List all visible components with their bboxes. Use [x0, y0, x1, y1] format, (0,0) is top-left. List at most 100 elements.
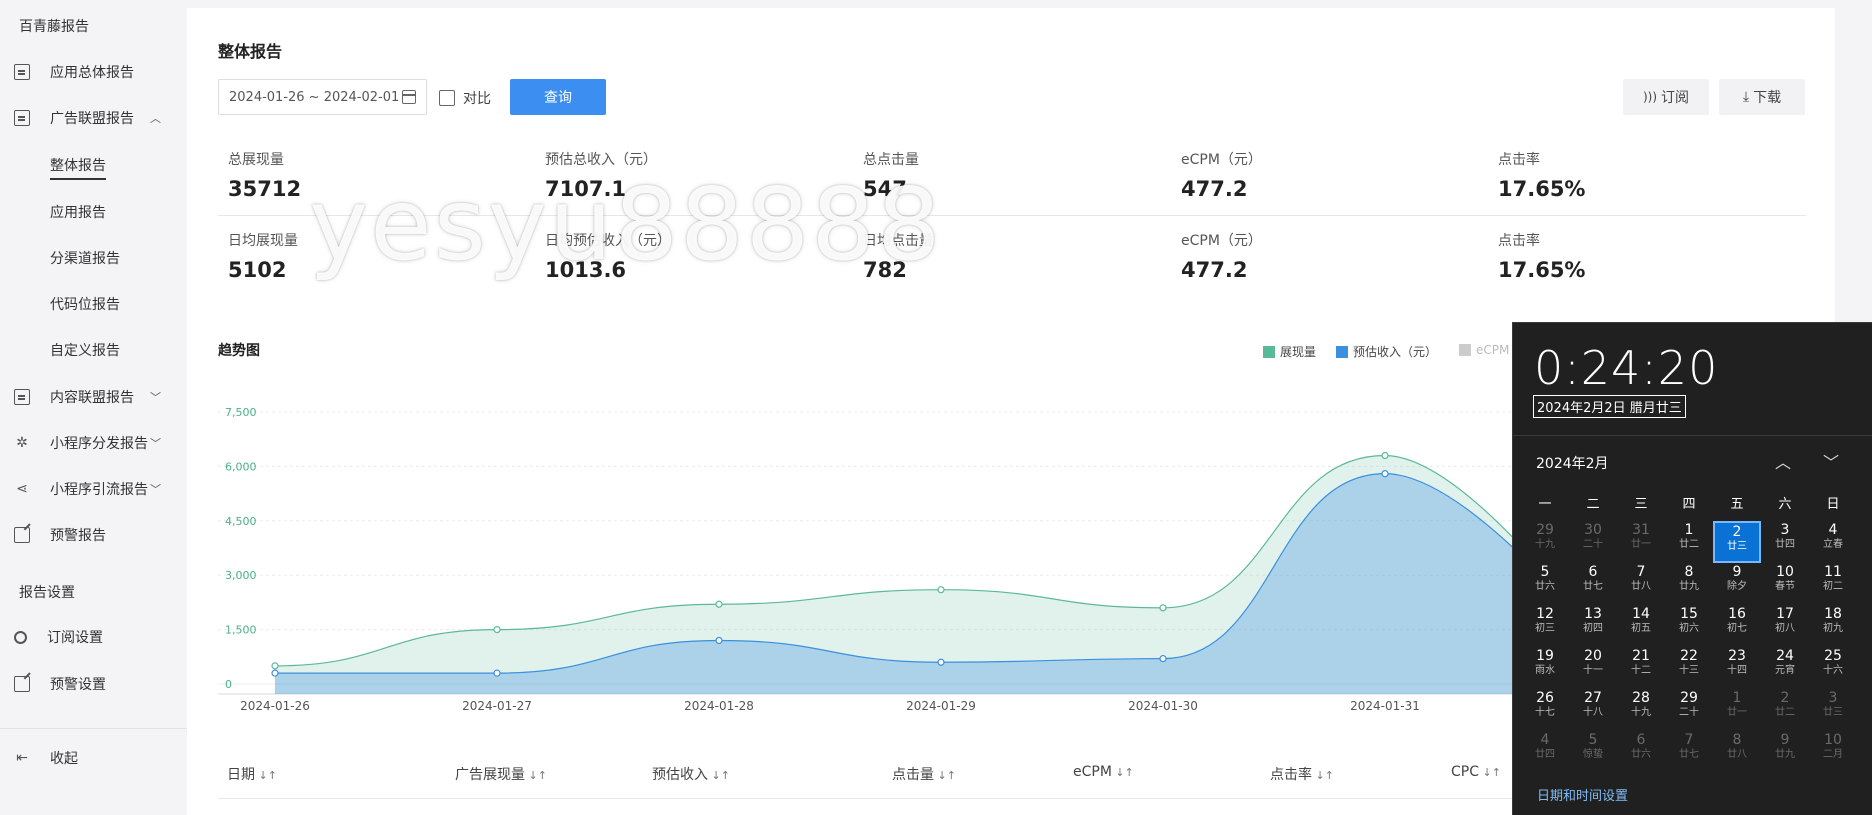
compare-checkbox[interactable]: 对比 [439, 88, 491, 108]
calendar-day[interactable]: 7 廿七 [1665, 731, 1713, 773]
metric-ecpm: eCPM（元） 477.2 [1181, 149, 1262, 201]
sidebar-item-alert-settings[interactable]: 预警设置 [0, 670, 187, 698]
collapse-button[interactable]: ⇤ 收起 [0, 744, 187, 772]
calendar-day[interactable]: 24 元宵 [1761, 647, 1809, 689]
sidebar-subitem-custom[interactable]: 自定义报告 [50, 343, 120, 359]
chevron-up-icon[interactable]: ︿ [1775, 453, 1792, 472]
data-point [715, 636, 723, 645]
sidebar-item-subscribe-settings[interactable]: 订阅设置 [0, 623, 187, 651]
calendar-day[interactable]: 12 初三 [1521, 605, 1569, 647]
column-header-ctr[interactable]: 点击率 ↓↑ [1270, 764, 1334, 784]
subscribe-button[interactable]: ))) 订阅 [1623, 79, 1709, 115]
sidebar-item-ad-union[interactable]: 广告联盟报告 ︿ [0, 104, 187, 132]
calendar-day[interactable]: 29 十九 [1521, 521, 1569, 563]
edit-icon [14, 527, 30, 543]
column-header-cpc[interactable]: CPC ↓↑ [1451, 764, 1501, 780]
calendar-day-lunar: 初五 [1631, 623, 1651, 634]
calendar-day[interactable]: 9 廿九 [1761, 731, 1809, 773]
calendar-day[interactable]: 28 十九 [1617, 689, 1665, 731]
metric-value: 547 [863, 177, 907, 201]
chevron-down-icon[interactable]: ﹀ [1823, 453, 1840, 472]
sidebar-subitem-adslot[interactable]: 代码位报告 [50, 297, 120, 313]
sidebar-item-miniprogram-traffic[interactable]: ⋖ 小程序引流报告 ﹀ [0, 475, 187, 503]
sort-icon[interactable]: ↓↑ [525, 769, 547, 782]
calendar-day[interactable]: 1 廿二 [1665, 521, 1713, 563]
calendar-day[interactable]: 25 十六 [1809, 647, 1857, 689]
sidebar-item-miniprogram-distribution[interactable]: ✲ 小程序分发报告 ﹀ [0, 429, 187, 457]
sidebar-item-app-overall[interactable]: 应用总体报告 [0, 58, 187, 86]
download-button[interactable]: ⤓ 下载 [1719, 79, 1805, 115]
calendar-day-lunar: 十六 [1823, 665, 1843, 676]
date-range-picker[interactable]: 2024-01-26 ~ 2024-02-01 [218, 79, 427, 115]
sort-icon[interactable]: ↓↑ [934, 769, 956, 782]
calendar-icon [402, 90, 416, 104]
calendar-day[interactable]: 8 廿八 [1713, 731, 1761, 773]
calendar-day[interactable]: 19 雨水 [1521, 647, 1569, 689]
calendar-day-number: 7 [1684, 732, 1694, 748]
calendar-day[interactable]: 6 廿六 [1617, 731, 1665, 773]
calendar-day[interactable]: 4 立春 [1809, 521, 1857, 563]
calendar-day[interactable]: 10 二月 [1809, 731, 1857, 773]
date-time-settings-link[interactable]: 日期和时间设置 [1537, 789, 1629, 804]
calendar-day[interactable]: 17 初八 [1761, 605, 1809, 647]
metric-label: 总展现量 [228, 152, 284, 168]
calendar-day[interactable]: 13 初四 [1569, 605, 1617, 647]
sort-icon[interactable]: ↓↑ [708, 769, 730, 782]
calendar-month[interactable]: 2024年2月 [1536, 456, 1609, 472]
calendar-day[interactable]: 5 廿六 [1521, 563, 1569, 605]
calendar-day[interactable]: 29 二十 [1665, 689, 1713, 731]
calendar-day[interactable]: 14 初五 [1617, 605, 1665, 647]
sidebar-subitem-channel[interactable]: 分渠道报告 [50, 251, 120, 267]
sort-icon[interactable]: ↓↑ [1111, 766, 1134, 779]
calendar-day[interactable]: 3 廿三 [1809, 689, 1857, 731]
column-header-clicks[interactable]: 点击量 ↓↑ [892, 764, 956, 784]
calendar-day[interactable]: 4 廿四 [1521, 731, 1569, 773]
query-button[interactable]: 查询 [510, 79, 606, 115]
calendar-day[interactable]: 11 初二 [1809, 563, 1857, 605]
calendar-day[interactable]: 16 初七 [1713, 605, 1761, 647]
column-header-date[interactable]: 日期 ↓↑ [227, 764, 277, 784]
calendar-day[interactable]: 9 除夕 [1713, 563, 1761, 605]
calendar-day[interactable]: 22 十三 [1665, 647, 1713, 689]
sort-icon[interactable]: ↓↑ [1479, 766, 1501, 779]
calendar-day[interactable]: 8 廿九 [1665, 563, 1713, 605]
x-tick-label: 2024-01-31 [1350, 699, 1420, 713]
calendar-day[interactable]: 27 十八 [1569, 689, 1617, 731]
data-point [271, 669, 279, 677]
sort-icon[interactable]: ↓↑ [255, 769, 277, 782]
calendar-day[interactable]: 23 十四 [1713, 647, 1761, 689]
calendar-day[interactable]: 30 二十 [1569, 521, 1617, 563]
sort-icon[interactable]: ↓↑ [1312, 769, 1334, 782]
sidebar-item-content-union[interactable]: 内容联盟报告 ﹀ [0, 383, 187, 411]
legend-item-revenue[interactable]: 预估收入（元） [1336, 343, 1437, 360]
calendar-day-today[interactable]: 2 廿三 [1713, 521, 1761, 563]
calendar-day[interactable]: 20 十一 [1569, 647, 1617, 689]
calendar-day[interactable]: 7 廿八 [1617, 563, 1665, 605]
legend-item-ecpm[interactable]: eCPM [1459, 343, 1509, 357]
calendar-day[interactable]: 6 廿七 [1569, 563, 1617, 605]
legend-item-impressions[interactable]: 展现量 [1263, 343, 1316, 360]
column-header-ecpm[interactable]: eCPM ↓↑ [1073, 764, 1134, 780]
checkbox-icon[interactable] [439, 90, 455, 106]
calendar-day[interactable]: 2 廿二 [1761, 689, 1809, 731]
sidebar-item-alert-report[interactable]: 预警报告 [0, 521, 187, 549]
calendar-day[interactable]: 31 廿一 [1617, 521, 1665, 563]
calendar-day[interactable]: 10 春节 [1761, 563, 1809, 605]
clock-date[interactable]: 2024年2月2日 腊月廿三 [1533, 395, 1686, 418]
calendar-day[interactable]: 21 十二 [1617, 647, 1665, 689]
calendar-day[interactable]: 15 初六 [1665, 605, 1713, 647]
column-header-label: 日期 [227, 767, 255, 783]
calendar-day[interactable]: 3 廿四 [1761, 521, 1809, 563]
sidebar-subitem-overall[interactable]: 整体报告 [50, 155, 106, 180]
share-icon: ⋖ [16, 481, 28, 497]
calendar-day[interactable]: 5 惊蛰 [1569, 731, 1617, 773]
data-point [715, 600, 723, 608]
sidebar-subitem-app[interactable]: 应用报告 [50, 205, 106, 221]
weekday-label: 三 [1634, 497, 1648, 512]
calendar-day[interactable]: 26 十七 [1521, 689, 1569, 731]
calendar-day[interactable]: 1 廿一 [1713, 689, 1761, 731]
column-header-revenue[interactable]: 预估收入 ↓↑ [652, 764, 730, 784]
calendar-day[interactable]: 18 初九 [1809, 605, 1857, 647]
y-tick-label: 0 [225, 678, 232, 691]
column-header-impressions[interactable]: 广告展现量 ↓↑ [455, 764, 547, 784]
